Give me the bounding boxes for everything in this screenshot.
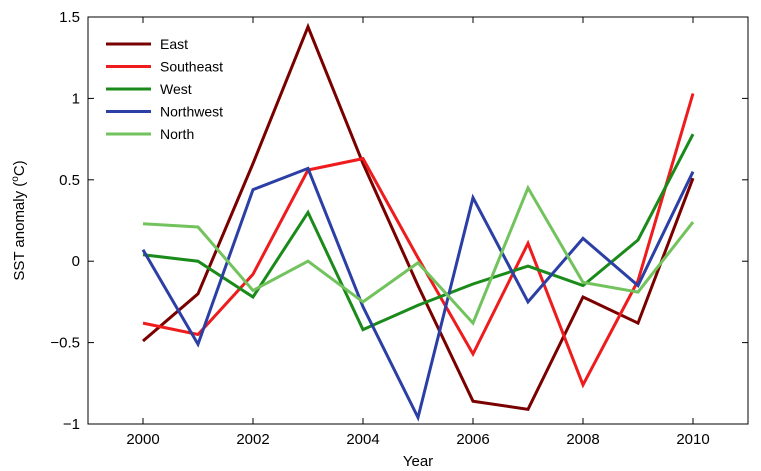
x-axis-ticks: 2000 2002 2004 2006 2008 2010 xyxy=(126,17,710,448)
x-tick-label: 2002 xyxy=(236,431,269,448)
plot-box xyxy=(87,16,749,425)
y-tick-label: 0 xyxy=(72,253,80,270)
legend-label-northwest: Northwest xyxy=(160,104,223,120)
x-axis-label: Year xyxy=(403,453,433,470)
y-tick-label: −1 xyxy=(63,416,80,433)
x-tick-label: 2006 xyxy=(456,431,489,448)
legend-label-east: East xyxy=(160,36,188,52)
y-tick-label: 1.5 xyxy=(59,9,80,26)
x-tick-label: 2004 xyxy=(346,431,379,448)
legend-label-southeast: Southeast xyxy=(160,59,223,75)
x-tick-label: 2010 xyxy=(676,431,709,448)
legend-label-north: North xyxy=(160,126,194,142)
series-lines xyxy=(141,22,695,422)
legend-label-west: West xyxy=(160,81,192,97)
x-tick-label: 2008 xyxy=(566,431,599,448)
y-tick-label: 0.5 xyxy=(59,172,80,189)
legend: East Southeast West Northwest North xyxy=(106,36,223,142)
series-line-southeast xyxy=(142,93,695,389)
series-line-east xyxy=(142,22,695,411)
series-line-north xyxy=(142,184,695,326)
plot-frame xyxy=(87,16,749,425)
y-tick-label: 1 xyxy=(72,90,80,107)
series-line-northwest xyxy=(141,166,695,422)
y-axis-label-end: C) xyxy=(11,160,28,176)
series-line-west xyxy=(142,133,695,332)
x-tick-label: 2000 xyxy=(126,431,159,448)
y-axis-label-superscript: o xyxy=(10,176,21,182)
y-axis-label-main: SST anomaly ( xyxy=(11,182,28,281)
y-axis-label: SST anomaly (oC) xyxy=(10,160,28,280)
y-axis-ticks: −1 −0.5 0 0.5 1 1.5 xyxy=(50,9,748,433)
y-tick-label: −0.5 xyxy=(50,335,80,352)
